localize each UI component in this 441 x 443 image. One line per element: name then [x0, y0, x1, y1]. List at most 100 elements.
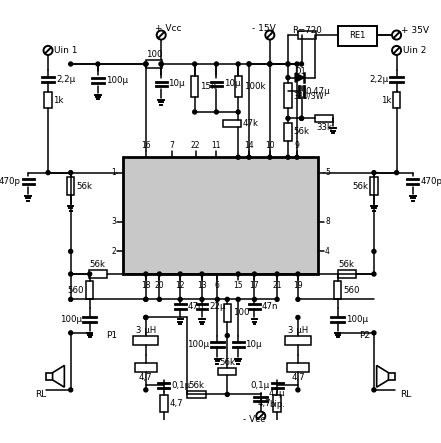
Text: 56k: 56k [352, 182, 369, 190]
Circle shape [268, 62, 272, 66]
Text: 0,1μ: 0,1μ [251, 381, 270, 390]
Text: 470p: 470p [420, 177, 441, 186]
Circle shape [69, 249, 73, 253]
Text: 1k: 1k [53, 96, 64, 105]
Text: 9: 9 [295, 141, 299, 150]
Bar [133, 335, 158, 345]
Text: D1: D1 [294, 67, 306, 76]
Circle shape [252, 272, 256, 276]
Text: 100μ: 100μ [60, 315, 82, 324]
Circle shape [256, 412, 265, 421]
Circle shape [69, 171, 73, 175]
Bar [284, 83, 292, 109]
Text: 10μ: 10μ [245, 340, 262, 349]
Circle shape [69, 297, 73, 301]
Circle shape [157, 297, 161, 301]
Text: 100μ: 100μ [346, 315, 368, 324]
Polygon shape [52, 365, 64, 387]
Bar [218, 368, 236, 375]
Circle shape [225, 334, 229, 338]
Bar [45, 92, 52, 109]
Bar [298, 31, 316, 39]
Bar [223, 120, 241, 128]
Text: 100: 100 [146, 51, 162, 59]
Text: 100k: 100k [243, 82, 265, 91]
Circle shape [296, 315, 300, 319]
Circle shape [275, 272, 279, 276]
Text: 18: 18 [141, 281, 150, 290]
Text: 11: 11 [212, 141, 221, 150]
Circle shape [178, 297, 182, 301]
Text: 21: 21 [273, 281, 282, 290]
Circle shape [247, 155, 251, 159]
Bar [46, 373, 52, 380]
Text: 15: 15 [233, 281, 243, 290]
Text: 7: 7 [170, 141, 175, 150]
Circle shape [236, 62, 240, 66]
Text: RL: RL [35, 390, 46, 399]
Text: - 15V: - 15V [252, 24, 275, 33]
Text: 6: 6 [215, 281, 220, 290]
Polygon shape [295, 73, 304, 82]
Circle shape [236, 297, 240, 301]
Circle shape [372, 249, 376, 253]
Text: 0,1μ: 0,1μ [171, 381, 190, 390]
Circle shape [96, 62, 100, 66]
Circle shape [286, 76, 290, 80]
Bar [287, 363, 309, 372]
Text: 17: 17 [250, 281, 259, 290]
Circle shape [236, 155, 240, 159]
Circle shape [286, 62, 290, 66]
Text: 56k: 56k [76, 182, 92, 190]
Text: 3 μH: 3 μH [288, 326, 308, 334]
Circle shape [252, 297, 256, 301]
Circle shape [159, 62, 163, 66]
Text: P1: P1 [106, 331, 117, 340]
Bar [393, 92, 400, 109]
Circle shape [193, 62, 197, 66]
Circle shape [144, 272, 148, 276]
Text: 5: 5 [325, 168, 330, 177]
Circle shape [159, 62, 163, 66]
Circle shape [299, 117, 303, 120]
Text: 100μ: 100μ [187, 340, 209, 349]
Bar [187, 391, 206, 398]
Circle shape [144, 297, 148, 301]
Bar [389, 373, 395, 380]
Circle shape [69, 62, 73, 66]
Circle shape [214, 110, 218, 114]
Circle shape [392, 31, 401, 39]
Circle shape [236, 110, 240, 114]
Circle shape [157, 272, 161, 276]
Circle shape [299, 62, 303, 66]
Bar [285, 335, 310, 345]
Text: RL: RL [400, 390, 411, 399]
Circle shape [44, 46, 52, 55]
Text: 56k: 56k [219, 358, 235, 367]
Circle shape [144, 297, 148, 301]
Circle shape [372, 388, 376, 392]
Circle shape [69, 388, 73, 392]
Text: 2,2μ: 2,2μ [369, 75, 389, 84]
Text: 10μ: 10μ [224, 79, 240, 89]
Text: 56k: 56k [339, 260, 355, 269]
Circle shape [295, 155, 299, 159]
Text: 3 μH: 3 μH [136, 326, 156, 334]
Text: 4,7: 4,7 [291, 373, 305, 382]
Circle shape [236, 272, 240, 276]
Bar [338, 270, 356, 278]
Circle shape [200, 297, 204, 301]
Bar [191, 76, 198, 97]
Circle shape [372, 272, 376, 276]
Text: 330/3W: 330/3W [293, 91, 324, 100]
Circle shape [268, 62, 272, 66]
Circle shape [193, 110, 197, 114]
Circle shape [88, 272, 92, 276]
Circle shape [69, 272, 73, 276]
Text: 47k: 47k [243, 119, 259, 128]
Text: 3: 3 [111, 217, 116, 226]
Circle shape [46, 171, 50, 175]
Bar [224, 304, 231, 322]
Circle shape [157, 31, 166, 39]
Circle shape [286, 117, 290, 120]
